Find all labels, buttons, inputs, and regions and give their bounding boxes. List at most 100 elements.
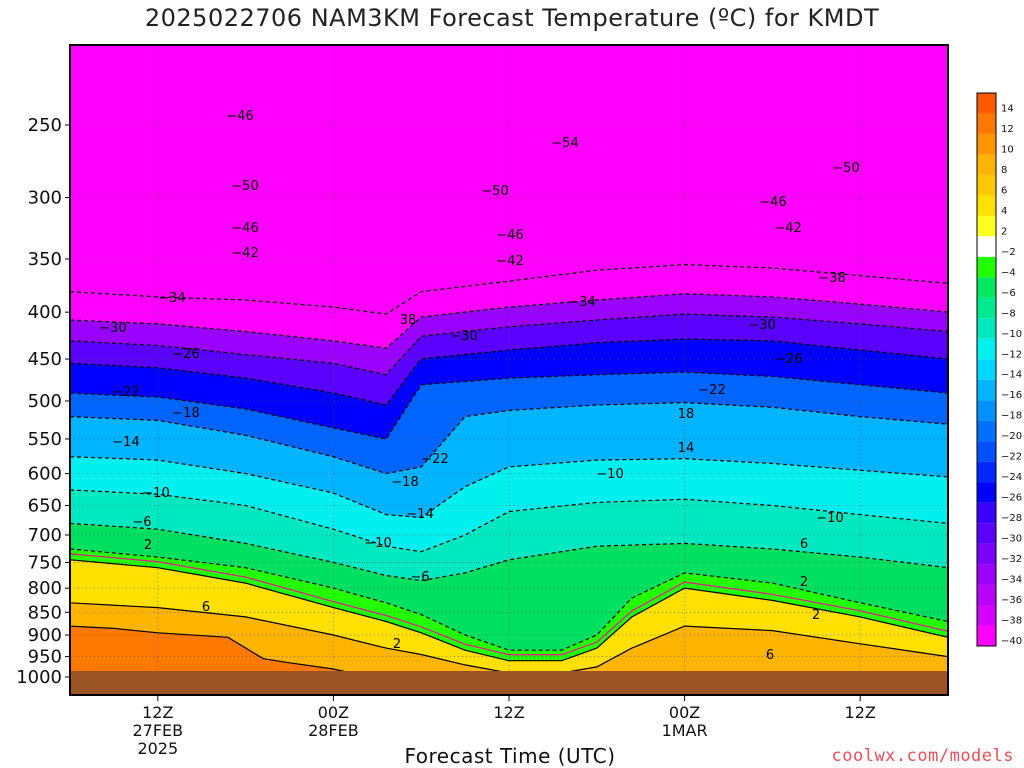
ground-surface <box>70 671 948 695</box>
contour-line <box>70 559 948 662</box>
contour-label: −10 <box>142 486 169 501</box>
colorbar: 14 12 10 8 6 4 2 −2 −4 −6 −8 −10 −12 −14 −16 −18 −20 −22 −… <box>976 92 1022 647</box>
contour-label: 2 <box>800 575 808 590</box>
y-tick-label: 650 <box>28 495 62 516</box>
colorbar-label: −36 <box>1001 595 1022 606</box>
y-tick-label: 550 <box>28 429 62 450</box>
contour-line <box>70 263 948 315</box>
y-tick-label: 500 <box>28 391 62 412</box>
y-tick-label: 400 <box>28 302 62 323</box>
colorbar-label: −22 <box>1001 452 1022 463</box>
colorbar-swatch <box>977 461 996 483</box>
contour-line <box>70 489 948 553</box>
colorbar-label: −20 <box>1001 431 1022 442</box>
colorbar-swatch <box>977 236 996 257</box>
colorbar-swatch <box>977 277 996 298</box>
colorbar-label: −16 <box>1001 390 1022 401</box>
x-tick-label: 00Z <box>318 703 349 722</box>
contour-line <box>70 625 369 678</box>
y-tick-label: 450 <box>28 349 62 370</box>
colorbar-label: 6 <box>1001 185 1007 196</box>
y-tick-label: 700 <box>28 525 62 546</box>
freezing-line <box>70 553 948 656</box>
contour-label: 6 <box>766 648 774 663</box>
contour-line <box>70 522 948 582</box>
y-tick-label: 250 <box>28 115 62 136</box>
colorbar-frame <box>976 92 997 647</box>
colorbar-label: −4 <box>1001 267 1016 278</box>
y-tick-label: 600 <box>28 464 62 485</box>
colorbar-swatch <box>977 359 996 380</box>
colorbar-swatch <box>977 543 996 565</box>
contour-label: −46 <box>226 109 253 124</box>
colorbar-swatch <box>977 441 996 462</box>
contour-label: −42 <box>496 254 523 269</box>
contour-line <box>70 371 948 440</box>
colorbar-swatch <box>977 482 996 503</box>
colorbar-label: −32 <box>1001 554 1022 565</box>
colorbar-swatch <box>977 564 996 585</box>
contour-label: −6 <box>410 570 429 585</box>
colorbar-swatch <box>977 256 996 278</box>
y-tick-label: 350 <box>28 249 62 270</box>
colorbar-label: −18 <box>1001 411 1022 422</box>
contour-label: −10 <box>364 536 391 551</box>
colorbar-label: −8 <box>1001 308 1016 319</box>
colorbar-label: −26 <box>1001 493 1022 504</box>
colorbar-label: −24 <box>1001 472 1022 483</box>
colorbar-swatch <box>977 113 996 134</box>
chart-title: 2025022706 NAM3KM Forecast Temperature (… <box>144 4 880 32</box>
contour-label: 38 <box>400 313 417 328</box>
contour-labels: −46−50−46−42−34−30−26−22−18−14−10−626−54… <box>99 109 859 663</box>
x-tick-label: 1MAR <box>662 721 708 740</box>
x-axis-label: Forecast Time (UTC) <box>404 744 616 768</box>
colorbar-label: −12 <box>1001 349 1022 360</box>
temperature-layers <box>70 45 948 677</box>
colorbar-label: 2 <box>1001 226 1007 237</box>
y-tick-label: 950 <box>28 647 62 668</box>
colorbar-label: 14 <box>1001 103 1014 114</box>
contour-label: −22 <box>421 452 448 467</box>
colorbar-label: −2 <box>1001 247 1016 258</box>
contour-label: −42 <box>231 246 258 261</box>
colorbar-label: 12 <box>1001 124 1014 135</box>
contour-label: −46 <box>496 228 523 243</box>
colorbar-swatch <box>977 154 996 175</box>
contour-label: 2 <box>144 538 152 553</box>
contour-line <box>70 338 948 406</box>
y-tick-label: 1000 <box>16 667 62 688</box>
x-tick-label: 12Z <box>845 703 876 722</box>
temperature-layer <box>70 626 369 677</box>
colorbar-swatch <box>977 502 996 524</box>
credit-link[interactable]: coolwx.com/models <box>831 746 1014 766</box>
contour-label: −18 <box>172 406 199 421</box>
colorbar-label: −28 <box>1001 513 1022 524</box>
contour-label: −46 <box>759 195 786 210</box>
contour-label: −50 <box>481 184 508 199</box>
x-tick-label: 00Z <box>669 703 700 722</box>
contour-label: −14 <box>406 507 433 522</box>
contour-label: −6 <box>132 515 151 530</box>
x-tick-label: 28FEB <box>308 721 359 740</box>
colorbar-swatch <box>977 174 996 196</box>
colorbar-swatch <box>977 584 996 606</box>
contour-label: −50 <box>832 161 859 176</box>
colorbar-label: 8 <box>1001 165 1007 176</box>
contour-label: −18 <box>391 475 418 490</box>
contour-line <box>70 548 948 651</box>
contour-label: −54 <box>551 136 578 151</box>
contour-label: 2 <box>393 637 401 652</box>
contour-label: −46 <box>231 221 258 236</box>
contour-label: −10 <box>816 511 843 526</box>
x-tick-label: 12Z <box>142 703 173 722</box>
y-tick-label: 300 <box>28 188 62 209</box>
pressure-axis: 2503003504004505005506006507007508008509… <box>16 115 70 688</box>
colorbar-swatch <box>977 338 996 360</box>
contour-line <box>70 401 948 475</box>
y-tick-label: 750 <box>28 552 62 573</box>
colorbar-swatch <box>977 379 996 401</box>
contour-line <box>70 456 948 519</box>
colorbar-label: −38 <box>1001 616 1022 627</box>
colorbar-swatch <box>977 133 996 155</box>
